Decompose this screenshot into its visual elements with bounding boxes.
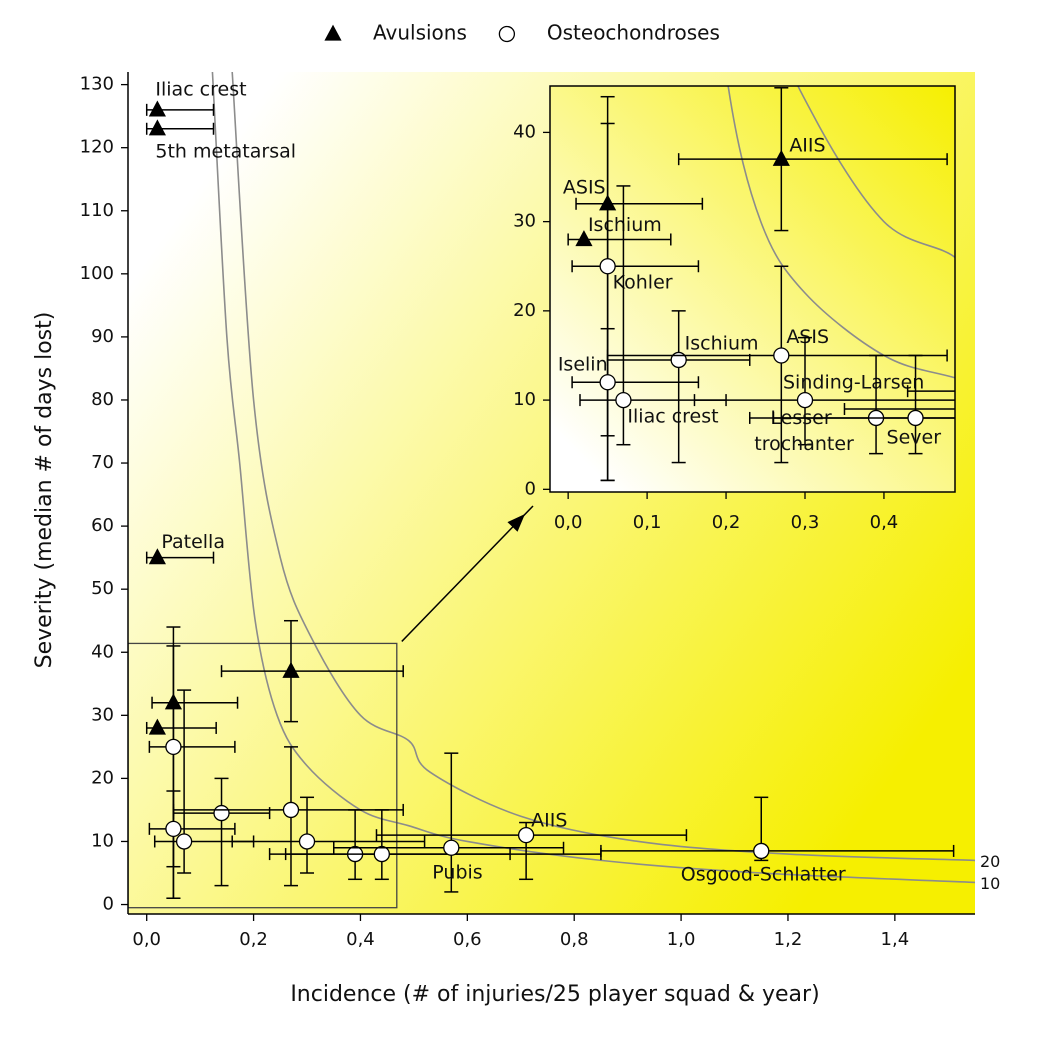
y-tick-label: 20 bbox=[91, 767, 114, 788]
point bbox=[282, 801, 300, 819]
point bbox=[282, 661, 300, 678]
point bbox=[443, 839, 460, 856]
y-axis-title: Severity (median # of days lost) bbox=[32, 312, 57, 669]
point-label: Ischium bbox=[588, 214, 662, 236]
point bbox=[907, 409, 924, 427]
y-tick-label: 70 bbox=[91, 452, 114, 473]
y-tick-label: 80 bbox=[91, 389, 114, 410]
point bbox=[148, 100, 166, 117]
iso-curve bbox=[211, 72, 975, 884]
inset-background bbox=[550, 86, 955, 492]
point bbox=[165, 820, 182, 838]
y-tick-label: 50 bbox=[91, 578, 114, 599]
plot-frame bbox=[549, 85, 956, 493]
curve-label: 10 bbox=[980, 874, 1000, 893]
y-tick-label: 10 bbox=[513, 389, 536, 410]
x-tick-label: 0,4 bbox=[870, 512, 899, 533]
point-label: Iliac crest bbox=[627, 406, 718, 428]
iso-curve bbox=[796, 86, 955, 259]
point-label: AIIS bbox=[789, 135, 825, 157]
y-tick-label: 0 bbox=[103, 894, 114, 915]
point bbox=[298, 833, 316, 850]
point bbox=[615, 391, 632, 409]
x-tick-label: 0,4 bbox=[346, 929, 375, 950]
y-tick-label: 130 bbox=[80, 74, 114, 95]
y-tick-label: 40 bbox=[91, 641, 114, 662]
arrow-head bbox=[507, 514, 525, 532]
point bbox=[753, 842, 770, 860]
point bbox=[517, 827, 535, 844]
x-tick-label: 0,0 bbox=[132, 929, 161, 950]
point bbox=[373, 845, 390, 863]
point-label: Sever bbox=[887, 426, 942, 448]
y-tick-label: 110 bbox=[80, 200, 114, 221]
y-tick-label: 20 bbox=[513, 300, 536, 321]
point bbox=[148, 548, 166, 565]
x-tick-label: 1,4 bbox=[881, 929, 910, 950]
point bbox=[148, 119, 166, 136]
iso-curve bbox=[727, 86, 955, 379]
legend-marker bbox=[498, 25, 516, 43]
legend-marker bbox=[324, 24, 342, 41]
y-tick-label: 90 bbox=[91, 326, 114, 347]
point bbox=[165, 738, 182, 756]
point-label: AIIS bbox=[531, 810, 567, 832]
point bbox=[796, 391, 814, 409]
point bbox=[1011, 402, 1026, 417]
x-tick-label: 0,2 bbox=[239, 929, 268, 950]
legend-label: Avulsions bbox=[373, 21, 467, 45]
point bbox=[772, 149, 790, 166]
zoom-arrow bbox=[401, 505, 534, 642]
y-tick-label: 60 bbox=[91, 515, 114, 536]
point bbox=[670, 351, 687, 369]
y-tick-label: 10 bbox=[91, 830, 114, 851]
point bbox=[576, 0, 591, 5]
x-tick-label: 0,1 bbox=[633, 512, 662, 533]
point-label: Pubis bbox=[432, 861, 482, 883]
point bbox=[148, 718, 166, 735]
point-label: Iselin bbox=[558, 354, 608, 376]
point-label: Ischium bbox=[685, 332, 759, 354]
y-tick-label: 0 bbox=[525, 478, 536, 499]
point bbox=[175, 833, 193, 850]
point-label: ASIS bbox=[563, 176, 606, 198]
point bbox=[599, 258, 616, 275]
y-tick-label: 100 bbox=[80, 263, 114, 284]
point-label: Kohler bbox=[613, 272, 673, 294]
legend-label: Osteochondroses bbox=[547, 21, 720, 45]
x-tick-label: 0,8 bbox=[560, 929, 589, 950]
iso-curve bbox=[231, 72, 975, 862]
x-tick-label: 0,6 bbox=[453, 929, 482, 950]
point bbox=[213, 804, 230, 822]
x-tick-label: 1,0 bbox=[667, 929, 696, 950]
x-tick-label: 0,0 bbox=[554, 512, 583, 533]
point bbox=[773, 347, 790, 364]
point-label: Sinding-Larsen bbox=[783, 372, 924, 394]
y-tick-label: 30 bbox=[513, 211, 536, 232]
y-tick-label: 120 bbox=[80, 137, 114, 158]
y-tick-label: 40 bbox=[513, 121, 536, 142]
curve-label: 20 bbox=[980, 852, 1000, 871]
x-tick-label: 0,3 bbox=[791, 512, 820, 533]
x-tick-label: 0,2 bbox=[712, 512, 741, 533]
zoom-region bbox=[128, 642, 398, 909]
x-tick-label: 1,2 bbox=[774, 929, 803, 950]
point-label: 5th metatarsal bbox=[155, 140, 296, 162]
main-plot: Iliac crest 5th metatarsal Patella Pubis AII… bbox=[128, 72, 975, 909]
y-tick-label: 30 bbox=[91, 704, 114, 725]
x-axis-title: Incidence (# of injuries/25 player squad… bbox=[290, 982, 819, 1007]
point bbox=[575, 230, 593, 247]
point-label: Iliac crest bbox=[155, 78, 246, 100]
point bbox=[599, 374, 616, 391]
point-label: Osgood-Schlatter bbox=[681, 863, 846, 885]
point-label: Patella bbox=[161, 531, 225, 553]
